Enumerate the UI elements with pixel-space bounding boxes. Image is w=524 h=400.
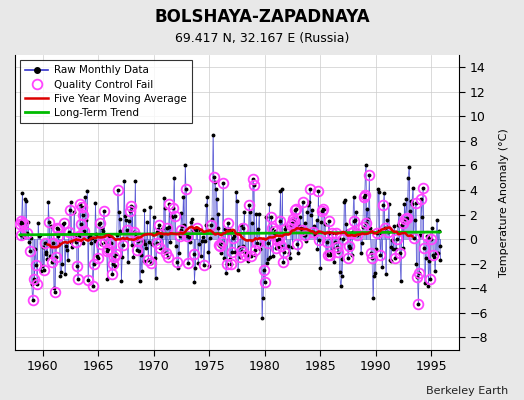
Text: Berkeley Earth: Berkeley Earth: [426, 386, 508, 396]
Y-axis label: Temperature Anomaly (°C): Temperature Anomaly (°C): [499, 128, 509, 277]
Legend: Raw Monthly Data, Quality Control Fail, Five Year Moving Average, Long-Term Tren: Raw Monthly Data, Quality Control Fail, …: [20, 60, 191, 123]
Text: 69.417 N, 32.167 E (Russia): 69.417 N, 32.167 E (Russia): [175, 32, 349, 45]
Text: BOLSHAYA-ZAPADNAYA: BOLSHAYA-ZAPADNAYA: [154, 8, 370, 26]
